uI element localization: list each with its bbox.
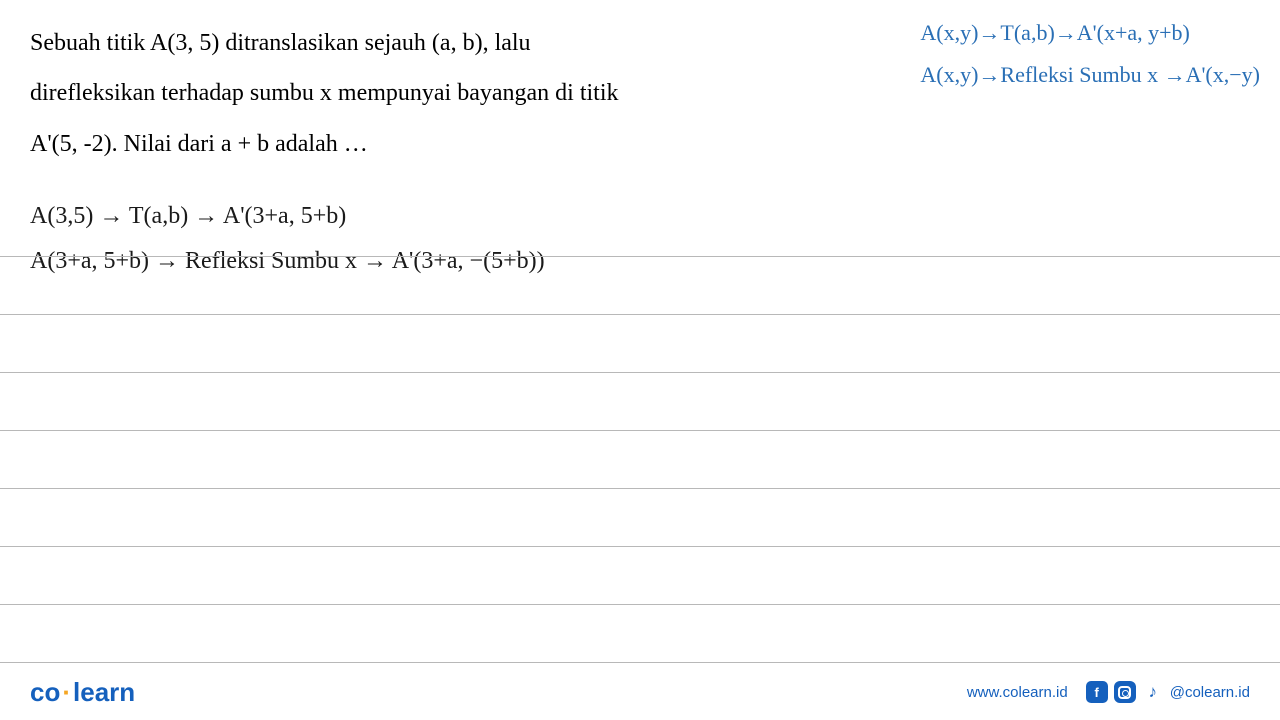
social-icons-group: f ♪ @colearn.id [1086, 681, 1250, 703]
website-url: www.colearn.id [967, 684, 1068, 701]
tiktok-icon: ♪ [1142, 681, 1164, 703]
logo-text-2: learn [73, 677, 135, 707]
facebook-icon: f [1086, 681, 1108, 703]
ruled-line [0, 605, 1280, 663]
problem-line-3: A'(5, -2). Nilai dari a + b adalah … [30, 119, 1250, 169]
ruled-line [0, 373, 1280, 431]
ruled-lines-container [0, 199, 1280, 660]
brand-logo: co·learn [30, 677, 135, 708]
social-handle: @colearn.id [1170, 684, 1250, 701]
logo-dot-icon: · [62, 677, 71, 707]
ruled-line [0, 547, 1280, 605]
annotation-notes: A(x,y)→T(a,b)→A'(x+a, y+b) A(x,y)→Reflek… [920, 12, 1260, 96]
ruled-line [0, 431, 1280, 489]
annotation-line-1: A(x,y)→T(a,b)→A'(x+a, y+b) [920, 12, 1260, 54]
annotation-line-2: A(x,y)→Refleksi Sumbu x →A'(x,−y) [920, 54, 1260, 96]
ruled-line [0, 315, 1280, 373]
instagram-icon [1114, 681, 1136, 703]
ruled-line [0, 489, 1280, 547]
footer-bar: co·learn www.colearn.id f ♪ @colearn.id [0, 664, 1280, 720]
logo-text-1: co [30, 677, 60, 707]
ruled-line [0, 257, 1280, 315]
ruled-line [0, 199, 1280, 257]
footer-right-group: www.colearn.id f ♪ @colearn.id [967, 681, 1250, 703]
